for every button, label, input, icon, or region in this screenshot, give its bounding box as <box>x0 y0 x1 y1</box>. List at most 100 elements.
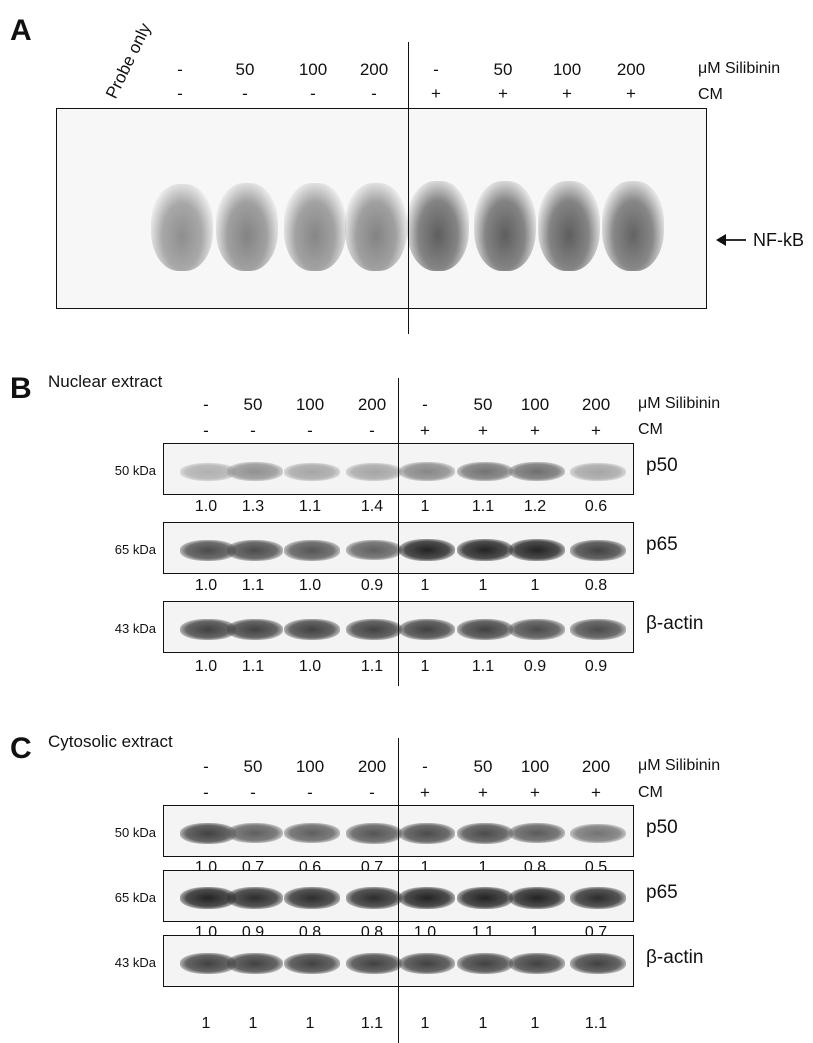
silibinin-dose-label: 100 <box>298 60 328 79</box>
panel-b-title: Nuclear extract <box>48 372 163 391</box>
panel-c-divider <box>398 738 400 1043</box>
cm-treatment-label: + <box>420 783 430 802</box>
densitometry-value: 1 <box>420 577 430 594</box>
cm-treatment-label: + <box>498 84 508 103</box>
nfkb-band <box>151 183 213 271</box>
cm-treatment-label: + <box>530 783 540 802</box>
densitometry-value: 1.4 <box>360 498 384 515</box>
densitometry-value: 1 <box>530 924 540 941</box>
panel-a-divider <box>408 42 410 334</box>
cm-treatment-label: + <box>478 783 488 802</box>
cm-treatment-label: + <box>591 421 601 440</box>
panel-b-cm-label: CM <box>638 421 663 438</box>
densitometry-value: 1 <box>478 1015 488 1032</box>
protein-band <box>227 823 283 844</box>
densitometry-value: 1 <box>420 859 430 876</box>
silibinin-dose-label: 200 <box>616 60 646 79</box>
protein-band <box>346 887 402 909</box>
protein-band <box>570 539 626 561</box>
protein-band <box>227 887 283 909</box>
cm-treatment-label: - <box>369 421 375 440</box>
densitometry-value: 1 <box>530 577 540 594</box>
panel-a-letter: A <box>10 14 32 47</box>
protein-label: p50 <box>646 817 678 838</box>
molecular-weight-label: 43 kDa <box>114 621 156 636</box>
cm-treatment-label: - <box>310 84 316 103</box>
nfkb-arrow <box>716 229 748 250</box>
nfkb-band <box>538 180 600 271</box>
silibinin-dose-label: 50 <box>235 60 255 79</box>
densitometry-value: 1.1 <box>360 1015 384 1032</box>
silibinin-dose-label: 50 <box>473 395 493 414</box>
silibinin-dose-label: - <box>203 395 209 414</box>
densitometry-value: 1.0 <box>194 498 218 515</box>
protein-band <box>346 540 402 561</box>
densitometry-value: 1.2 <box>523 498 547 515</box>
emsa-gel <box>56 108 707 309</box>
densitometry-value: 1.1 <box>241 658 265 675</box>
protein-band <box>227 462 283 481</box>
protein-band <box>509 618 565 640</box>
protein-band <box>180 822 236 844</box>
silibinin-dose-label: 200 <box>357 757 387 776</box>
cm-treatment-label: - <box>307 783 313 802</box>
nfkb-band <box>474 180 536 271</box>
densitometry-value: 1.1 <box>471 658 495 675</box>
densitometry-value: 0.9 <box>360 577 384 594</box>
densitometry-value: 1 <box>530 1015 540 1032</box>
densitometry-value: 0.9 <box>523 658 547 675</box>
protein-band <box>399 618 455 640</box>
nfkb-band <box>602 180 664 271</box>
panel-b-silibinin-unit: μM Silibinin <box>638 395 721 412</box>
cm-treatment-label: - <box>371 84 377 103</box>
silibinin-dose-label: 100 <box>295 757 325 776</box>
densitometry-value: 1.1 <box>471 498 495 515</box>
protein-band <box>457 887 513 909</box>
cm-treatment-label: + <box>626 84 636 103</box>
protein-band <box>284 887 340 909</box>
densitometry-value: 1 <box>420 658 430 675</box>
silibinin-dose-label: - <box>433 60 439 79</box>
protein-band <box>180 618 236 640</box>
protein-band <box>509 952 565 974</box>
silibinin-dose-label: - <box>422 395 428 414</box>
molecular-weight-label: 65 kDa <box>114 542 156 557</box>
densitometry-value: 0.6 <box>584 498 608 515</box>
densitometry-value: 1.0 <box>298 658 322 675</box>
protein-band <box>180 539 236 561</box>
cm-treatment-label: + <box>431 84 441 103</box>
densitometry-value: 0.9 <box>584 658 608 675</box>
protein-label: β-actin <box>646 613 704 634</box>
cm-treatment-label: - <box>203 783 209 802</box>
molecular-weight-label: 50 kDa <box>114 825 156 840</box>
silibinin-dose-label: 200 <box>581 757 611 776</box>
cm-treatment-label: - <box>177 84 183 103</box>
cm-treatment-label: - <box>242 84 248 103</box>
protein-band <box>457 461 513 482</box>
silibinin-dose-label: 50 <box>473 757 493 776</box>
protein-label: p65 <box>646 534 678 555</box>
protein-band <box>399 462 455 481</box>
molecular-weight-label: 50 kDa <box>114 463 156 478</box>
protein-band <box>457 952 513 974</box>
cm-treatment-label: + <box>562 84 572 103</box>
left-arrow-icon <box>716 234 746 247</box>
protein-band <box>570 887 626 909</box>
protein-label: β-actin <box>646 947 704 968</box>
protein-band <box>227 539 283 561</box>
cm-treatment-label: - <box>307 421 313 440</box>
densitometry-value: 1.0 <box>194 577 218 594</box>
densitometry-value: 1 <box>420 498 430 515</box>
protein-band <box>399 952 455 974</box>
protein-band <box>399 822 455 844</box>
panel-b-divider <box>398 378 400 686</box>
panel-a-cm-label: CM <box>698 86 723 103</box>
silibinin-dose-label: 200 <box>581 395 611 414</box>
densitometry-value: 1.1 <box>360 658 384 675</box>
protein-band <box>509 539 565 561</box>
protein-band <box>284 540 340 561</box>
densitometry-value: 1.1 <box>584 1015 608 1032</box>
protein-band <box>284 618 340 640</box>
protein-band <box>227 618 283 640</box>
protein-band <box>180 462 236 481</box>
